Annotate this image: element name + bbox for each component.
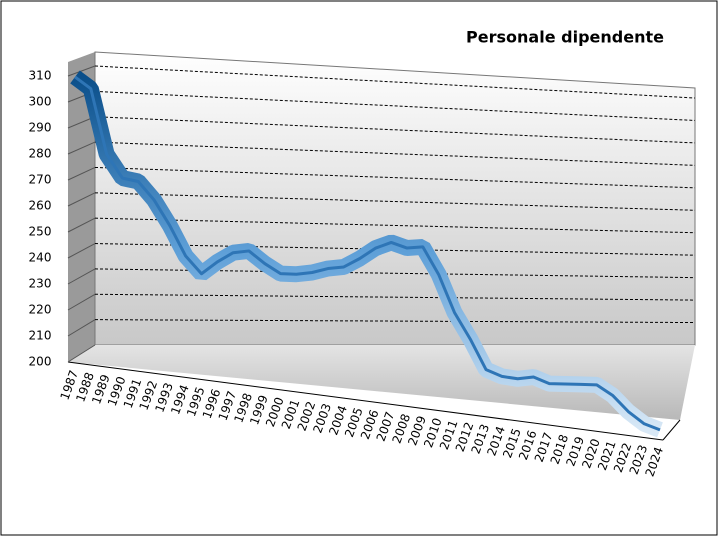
y-tick (67, 167, 96, 181)
y-tick-label: 220 (29, 303, 52, 317)
y-tick-label: 200 (29, 355, 52, 369)
floor (68, 345, 695, 420)
series-line (74, 75, 661, 432)
side-wall (68, 52, 95, 362)
grid-line (94, 65, 696, 99)
y-tick-label: 250 (29, 225, 52, 239)
y-tick-label: 290 (29, 121, 52, 135)
grid-line (94, 90, 696, 121)
axis-edge (662, 419, 681, 441)
y-tick-label: 300 (29, 95, 52, 109)
y-tick-label: 240 (29, 251, 52, 265)
y-tick-label: 230 (29, 277, 52, 291)
y-tick (67, 217, 96, 233)
grid-line (94, 166, 696, 189)
chart-title: Personale dipendente (466, 28, 664, 47)
grid-line (94, 192, 696, 211)
y-tick (67, 192, 96, 207)
y-tick (67, 268, 96, 285)
y-tick (67, 65, 96, 77)
grid-line (94, 116, 696, 144)
y-tick (67, 141, 96, 155)
grid-line (94, 293, 696, 301)
y-tick (67, 293, 96, 311)
grid-line (94, 319, 696, 324)
grid-line (94, 141, 696, 166)
y-tick-label: 270 (29, 173, 52, 187)
y-tick-label: 310 (29, 69, 52, 83)
y-tick (67, 243, 96, 259)
y-tick-label: 210 (29, 329, 52, 343)
y-tick-label: 260 (29, 199, 52, 213)
y-tick (67, 344, 96, 363)
y-tick (67, 319, 96, 337)
grid-line (94, 217, 696, 234)
y-tick-label: 280 (29, 147, 52, 161)
x-axis (67, 361, 664, 441)
